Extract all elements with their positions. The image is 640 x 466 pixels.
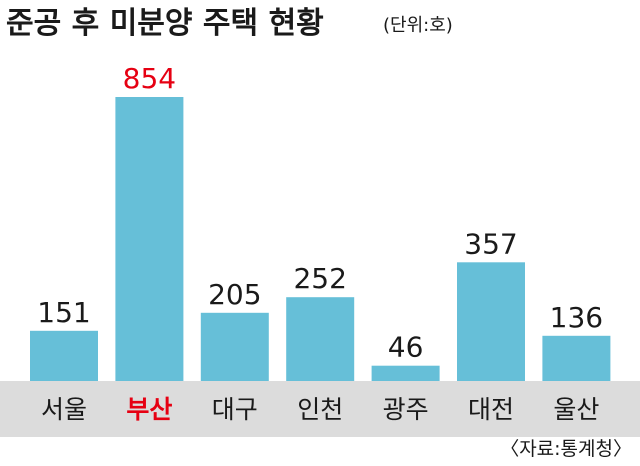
value-label-4: 252 <box>293 262 346 295</box>
category-label-1: 서울 <box>41 395 87 424</box>
value-label-3: 205 <box>208 278 261 311</box>
bar-1 <box>30 330 98 381</box>
category-label-group: 서울 부산 대구 인천 광주 대전 울산 <box>41 395 599 424</box>
bar-group <box>30 97 611 381</box>
category-label-4: 인천 <box>297 395 343 424</box>
category-label-5: 광주 <box>383 395 429 424</box>
value-label-5: 46 <box>388 331 424 364</box>
value-label-1: 151 <box>37 296 90 329</box>
category-label-2: 부산 <box>126 395 172 424</box>
chart-title: 준공 후 미분양 주택 현황 <box>6 6 324 41</box>
category-label-3: 대구 <box>212 395 258 424</box>
bar-2 <box>115 97 184 381</box>
value-label-group: 151 854 205 252 46 357 136 <box>37 62 603 364</box>
bar-7 <box>542 335 611 381</box>
category-label-6: 대전 <box>468 395 514 424</box>
bar-5 <box>371 365 440 381</box>
value-label-7: 136 <box>550 301 603 334</box>
unit-note: (단위:호) <box>383 15 453 36</box>
category-label-7: 울산 <box>553 395 599 424</box>
source-note: 〈자료:통계청〉 <box>500 438 632 460</box>
bar-6 <box>457 262 525 381</box>
value-label-6: 357 <box>464 227 517 260</box>
value-label-2: 854 <box>123 62 176 95</box>
bar-4 <box>286 297 355 381</box>
category-band <box>0 381 640 437</box>
bar-3 <box>200 312 269 381</box>
